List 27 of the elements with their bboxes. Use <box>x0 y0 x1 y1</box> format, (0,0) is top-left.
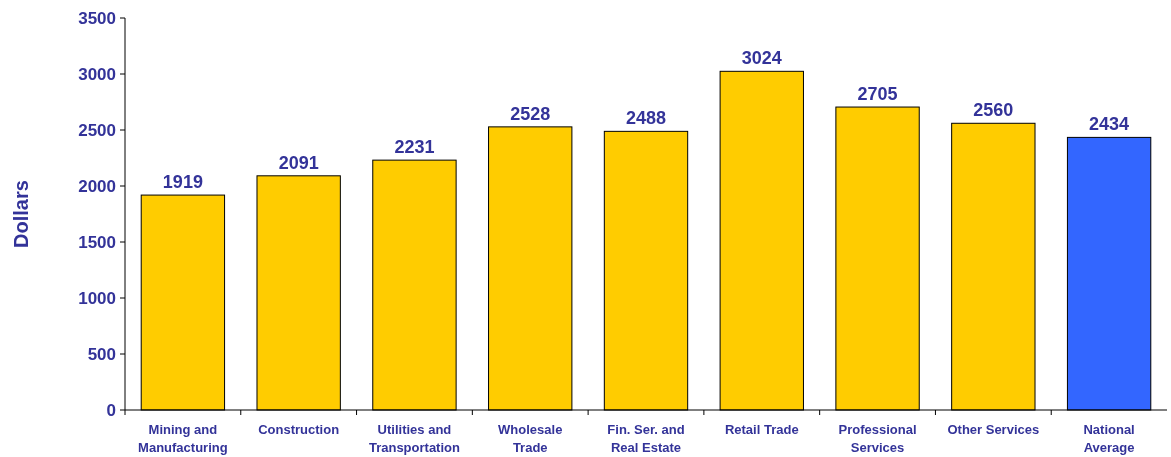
x-tick-label: Wholesale Trade <box>498 422 563 455</box>
x-tick-label: Mining and Manufacturing <box>138 422 228 455</box>
x-tick-label: National Average <box>1083 422 1135 455</box>
y-tick-label: 2500 <box>78 120 116 140</box>
y-axis-title: Dollars <box>10 180 32 248</box>
x-tick-label: Utilities and Transportation <box>368 422 460 455</box>
y-tick-label: 3500 <box>78 8 116 28</box>
data-label: 2705 <box>857 84 898 105</box>
data-label: 2488 <box>625 108 667 129</box>
y-tick-label: 1500 <box>78 232 116 252</box>
data-label: 2434 <box>1089 114 1130 135</box>
data-label: 3024 <box>741 48 782 69</box>
data-label: 1919 <box>162 172 203 193</box>
y-tick-label: 3000 <box>78 64 116 84</box>
y-tick-label: 1000 <box>78 288 116 308</box>
y-tick-label: 500 <box>87 344 116 364</box>
data-label: 2560 <box>973 100 1014 121</box>
x-tick-label: Other Services <box>947 422 1040 437</box>
x-tick-label: Fin. Ser. and Real Estate <box>607 422 685 455</box>
data-label: 2528 <box>510 103 551 124</box>
x-tick-label: Construction <box>258 422 340 437</box>
x-tick-label: Retail Trade <box>724 422 799 437</box>
y-tick-label: 2000 <box>78 176 116 196</box>
data-label: 2231 <box>394 137 435 158</box>
x-tick-label: Professional Services <box>838 422 917 455</box>
data-label: 2091 <box>278 152 319 173</box>
y-tick-label: 0 <box>106 400 116 420</box>
